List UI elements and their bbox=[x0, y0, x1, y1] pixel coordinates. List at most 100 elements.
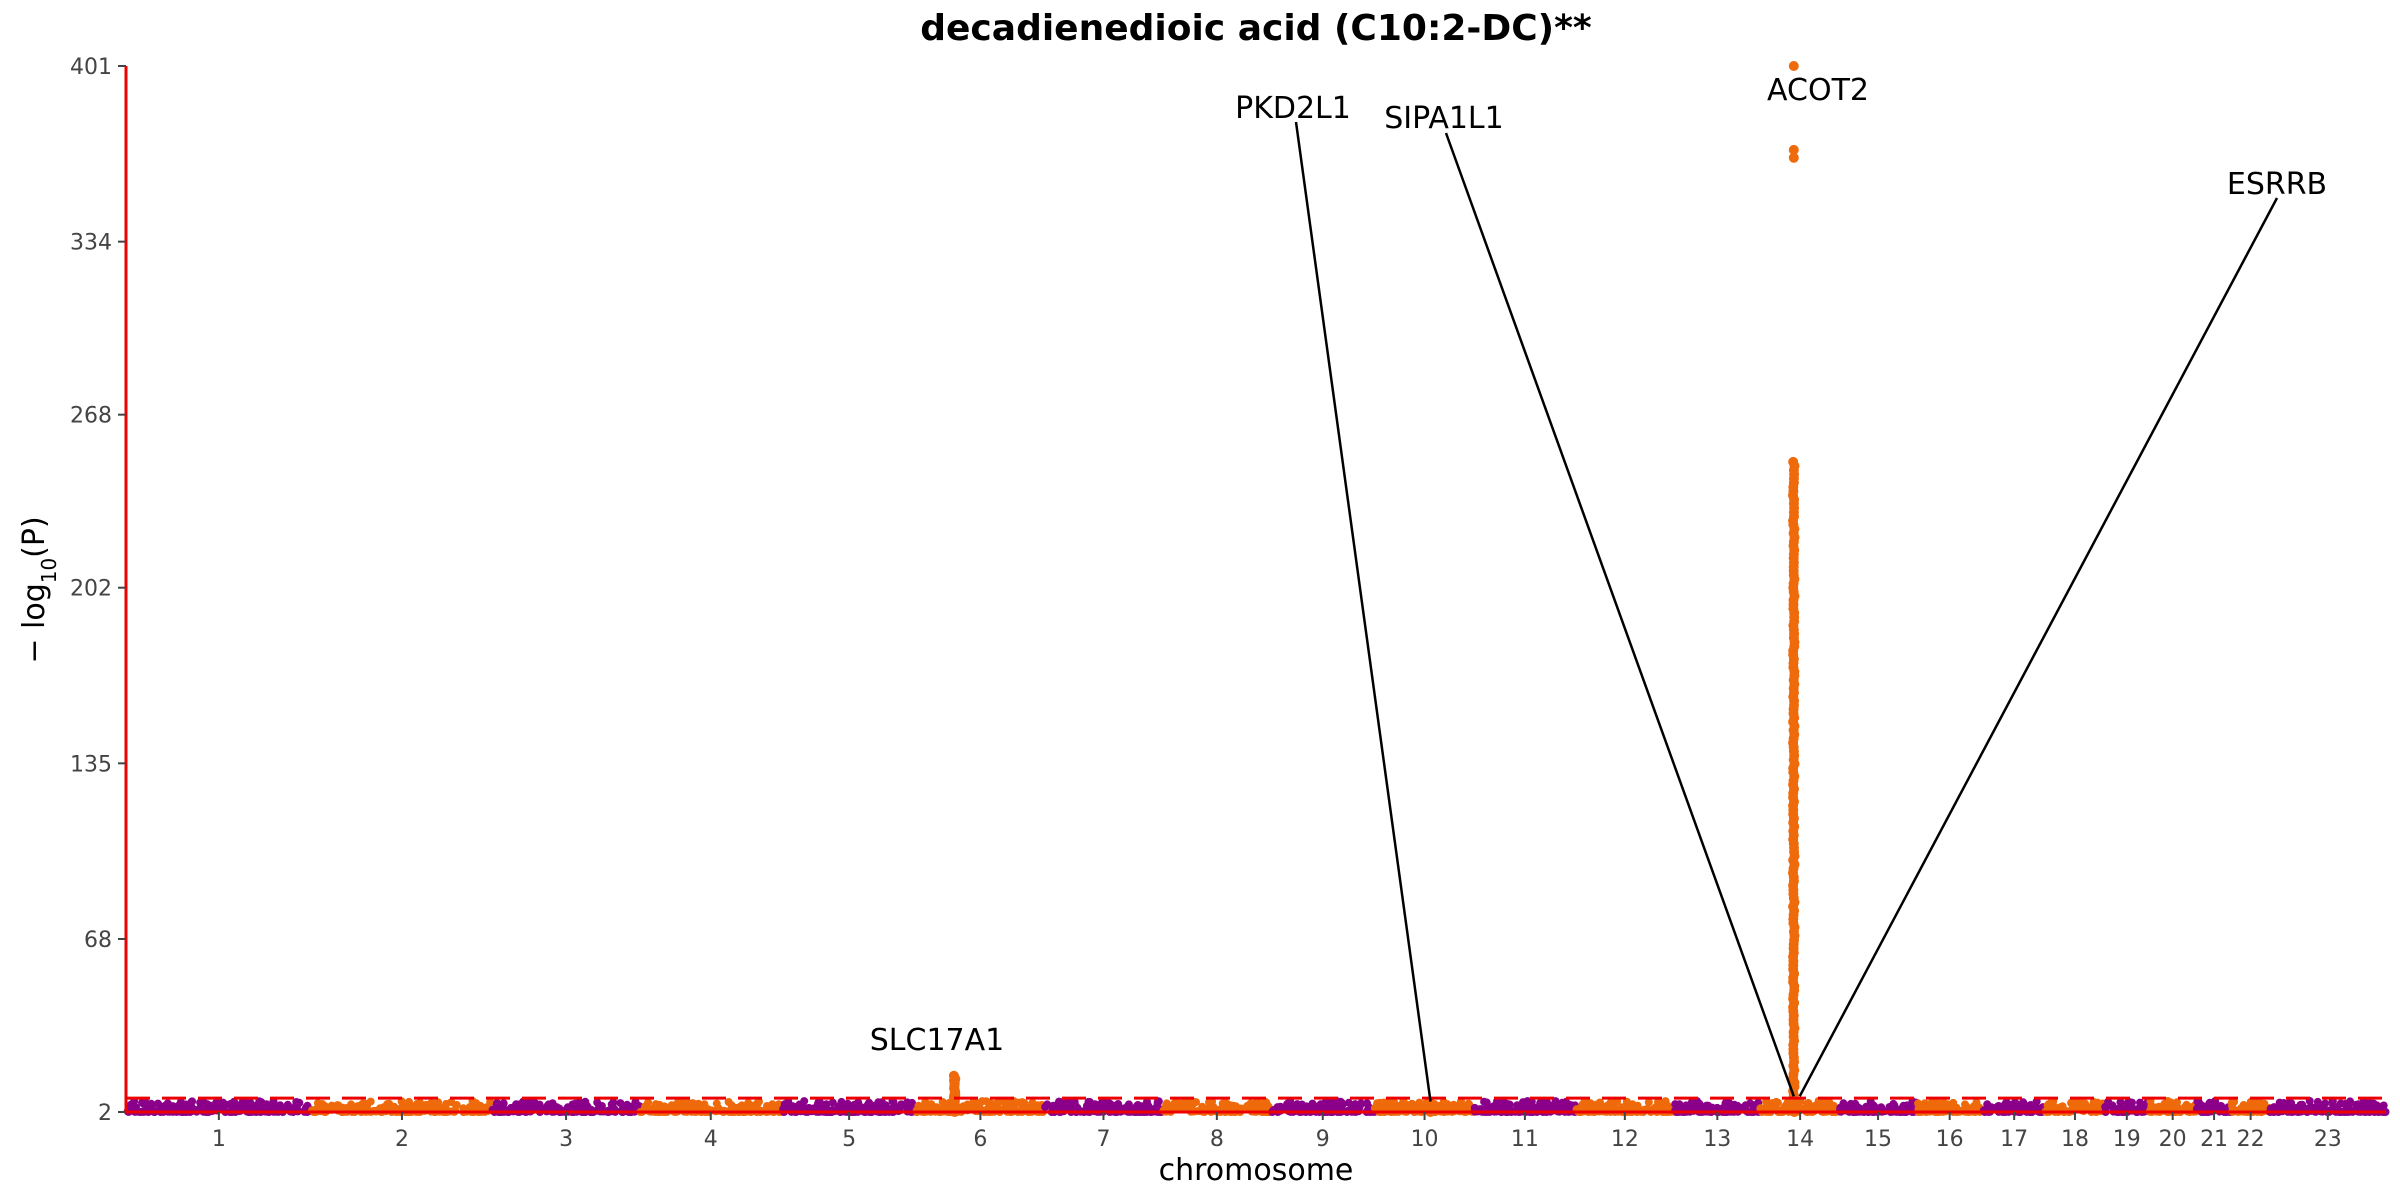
snp-point bbox=[622, 1102, 631, 1111]
x-tick-label: 20 bbox=[2159, 1127, 2187, 1152]
snp-point bbox=[447, 1098, 456, 1107]
snp-point bbox=[924, 1100, 933, 1109]
snp-point bbox=[828, 1098, 837, 1107]
x-tick-label: 22 bbox=[2237, 1127, 2265, 1152]
snp-point bbox=[863, 1101, 872, 1110]
points-layer bbox=[123, 61, 2390, 1117]
snp-point bbox=[2116, 1098, 2125, 1107]
snp-point bbox=[609, 1098, 618, 1107]
snp-point bbox=[493, 1102, 502, 1110]
snp-point bbox=[2081, 1099, 2089, 1108]
snp-point bbox=[660, 1103, 669, 1112]
snp-point bbox=[2227, 1098, 2236, 1107]
snp-point bbox=[1344, 1098, 1353, 1107]
snp-point bbox=[1297, 1103, 1306, 1112]
snp-point bbox=[2372, 1101, 2381, 1110]
x-tick-label: 6 bbox=[973, 1127, 987, 1152]
x-tick-label: 19 bbox=[2113, 1127, 2141, 1152]
snp-point bbox=[2068, 1098, 2076, 1107]
snp-point bbox=[1622, 1097, 1631, 1106]
snp-point bbox=[2359, 1097, 2368, 1106]
annotation-line-sipa1l1 bbox=[1444, 132, 1795, 1097]
snp-point bbox=[780, 1100, 789, 1109]
y-tick-label: 2 bbox=[98, 1101, 112, 1126]
snp-point bbox=[2123, 1098, 2132, 1107]
x-tick-label: 8 bbox=[1210, 1127, 1224, 1152]
snp-point bbox=[1357, 1099, 1365, 1108]
snp-point bbox=[218, 1098, 227, 1107]
x-tick-label: 14 bbox=[1786, 1127, 1814, 1152]
snp-point bbox=[314, 1102, 323, 1111]
snp-point bbox=[594, 1104, 603, 1113]
x-tick-label: 12 bbox=[1611, 1127, 1639, 1152]
snp-point bbox=[1020, 1099, 1029, 1108]
snp-point bbox=[642, 1102, 651, 1111]
snp-point bbox=[1363, 1099, 1371, 1108]
snp-point bbox=[246, 1098, 255, 1107]
snp-point bbox=[854, 1098, 863, 1107]
x-tick-label: 17 bbox=[2000, 1127, 2028, 1152]
snp-point bbox=[914, 1101, 923, 1110]
snp-point bbox=[232, 1103, 241, 1112]
snp-point bbox=[2154, 1102, 2163, 1111]
snp-point bbox=[1993, 1103, 2002, 1112]
snp-point bbox=[1578, 1100, 1587, 1109]
gene-annotations: SLC17A1 PKD2L1 SIPA1L1 ACOT2 ESRRB bbox=[870, 73, 2327, 1102]
snp-point bbox=[963, 1100, 972, 1109]
snp-point bbox=[499, 1099, 508, 1108]
x-tick-label: 5 bbox=[842, 1127, 856, 1152]
x-tick-label: 21 bbox=[2200, 1127, 2228, 1152]
snp-point bbox=[1607, 1098, 1616, 1107]
snp-point bbox=[1205, 1098, 1213, 1107]
x-tick-label: 16 bbox=[1936, 1127, 1964, 1152]
snp-point bbox=[1099, 1099, 1108, 1108]
x-tick-label: 13 bbox=[1703, 1127, 1731, 1152]
snp-point bbox=[2182, 1100, 2191, 1109]
y-tick-label: 68 bbox=[84, 928, 112, 953]
snp-point bbox=[881, 1101, 890, 1110]
snp-point bbox=[1456, 1099, 1465, 1108]
snp-point bbox=[1890, 1101, 1899, 1110]
snp-point bbox=[822, 1100, 831, 1109]
snp-point bbox=[1250, 1102, 1259, 1111]
snp-point bbox=[1186, 1097, 1195, 1106]
snp-point bbox=[1983, 1100, 1992, 1109]
snp-point bbox=[1869, 1101, 1878, 1110]
snp-point bbox=[164, 1102, 173, 1111]
snp-point bbox=[2006, 1102, 2015, 1111]
snp-point bbox=[427, 1099, 436, 1108]
snp-point bbox=[1661, 1102, 1670, 1111]
snp-point bbox=[1171, 1100, 1180, 1109]
snp-point bbox=[210, 1104, 218, 1113]
snp-point bbox=[1523, 1097, 1532, 1106]
snp-point bbox=[2313, 1097, 2322, 1106]
snp-point bbox=[2321, 1099, 2330, 1108]
snp-point bbox=[349, 1104, 357, 1113]
snp-point bbox=[691, 1100, 700, 1109]
snp-point bbox=[1444, 1101, 1453, 1110]
snp-point bbox=[389, 1102, 398, 1111]
x-tick-label: 3 bbox=[559, 1127, 573, 1152]
snp-point bbox=[550, 1102, 559, 1111]
x-tick-label: 4 bbox=[704, 1127, 718, 1152]
x-tick-label: 1 bbox=[212, 1127, 226, 1152]
snp-point bbox=[616, 1099, 625, 1108]
x-tick-label: 18 bbox=[2061, 1127, 2089, 1152]
snp-point bbox=[256, 1101, 264, 1109]
snp-point bbox=[1043, 1100, 1052, 1109]
snp-point bbox=[1324, 1103, 1333, 1112]
annotation-line-esrrb bbox=[1798, 197, 2279, 1097]
snp-point bbox=[674, 1097, 683, 1106]
x-tick-label: 11 bbox=[1511, 1127, 1539, 1152]
snp-point bbox=[1803, 1099, 1812, 1108]
snp-point bbox=[1262, 1098, 1271, 1107]
gene-label-slc17a1: SLC17A1 bbox=[870, 1023, 1005, 1058]
snp-point bbox=[459, 1104, 468, 1113]
snp-point bbox=[1644, 1098, 1653, 1107]
snp-point bbox=[1559, 1102, 1568, 1111]
snp-point bbox=[1688, 1101, 1697, 1110]
annotation-line-pkd2l1 bbox=[1294, 121, 1432, 1102]
snp-point bbox=[399, 1100, 408, 1109]
x-tick-label: 9 bbox=[1316, 1127, 1330, 1152]
